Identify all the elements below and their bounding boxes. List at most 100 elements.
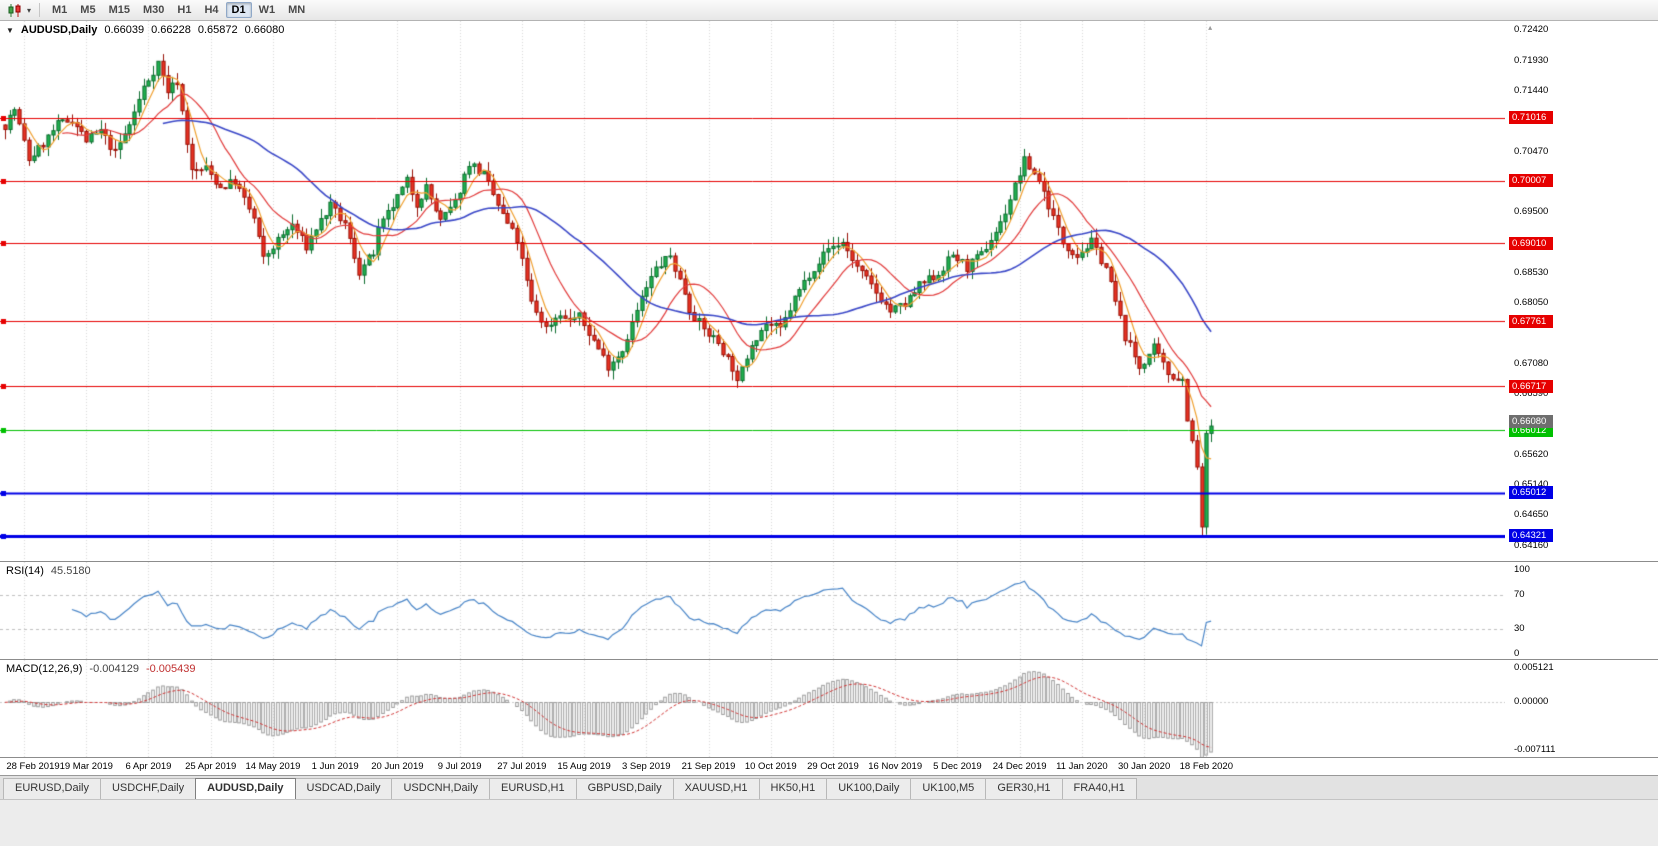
price-axis-tick: 0.71440 bbox=[1514, 85, 1549, 97]
macd-axis-tick: -0.007111 bbox=[1514, 744, 1556, 755]
date-axis-label: 24 Dec 2019 bbox=[992, 761, 1047, 772]
current-price-badge: 0.66080 bbox=[1509, 414, 1553, 428]
chart-symbol-label: AUDUSD,Daily bbox=[20, 24, 98, 36]
date-axis-label: 18 Feb 2020 bbox=[1179, 761, 1233, 772]
chart-header: ▼ AUDUSD,Daily 0.66039 0.66228 0.65872 0… bbox=[6, 24, 284, 36]
date-axis-label: 20 Jun 2019 bbox=[371, 761, 424, 772]
date-axis-label: 16 Nov 2019 bbox=[868, 761, 923, 772]
price-axis-tick: 0.69500 bbox=[1514, 206, 1549, 218]
timeframe-m30[interactable]: M30 bbox=[142, 4, 165, 16]
timeframe-m5[interactable]: M5 bbox=[80, 4, 96, 16]
tab-audusd-daily[interactable]: AUDUSD,Daily bbox=[195, 778, 296, 799]
date-axis-label: 29 Oct 2019 bbox=[807, 761, 859, 772]
hline-price-badge: 0.69010 bbox=[1509, 236, 1553, 250]
price-axis-tick: 0.70470 bbox=[1514, 145, 1549, 157]
macd-axis-tick: 0.005121 bbox=[1514, 662, 1554, 673]
hline-price-badge: 0.66717 bbox=[1509, 379, 1553, 393]
tab-usdcnh-daily[interactable]: USDCNH,Daily bbox=[391, 778, 491, 799]
rsi-name: RSI(14) bbox=[6, 565, 44, 577]
date-axis-label: 14 May 2019 bbox=[245, 761, 301, 772]
timeframe-buttons-group: M1 M5 M15 M30 H1 H4 D1 W1 MN bbox=[46, 2, 311, 18]
price-axis-tick: 0.72420 bbox=[1514, 24, 1549, 35]
date-axis-label: 6 Apr 2019 bbox=[125, 761, 172, 772]
price-axis-tick: 0.71930 bbox=[1514, 54, 1549, 66]
timeframe-mn[interactable]: MN bbox=[288, 4, 306, 16]
macd-main-value: -0.004129 bbox=[89, 663, 139, 675]
ohlc-open-value: 0.66039 bbox=[104, 24, 145, 36]
macd-name: MACD(12,26,9) bbox=[6, 663, 83, 675]
hline-price-badge: 0.67761 bbox=[1509, 314, 1553, 328]
rsi-label: RSI(14) 45.5180 bbox=[6, 565, 91, 577]
tab-usdchf-daily[interactable]: USDCHF,Daily bbox=[99, 778, 197, 799]
timeframe-w1[interactable]: W1 bbox=[258, 4, 276, 16]
price-chart-panel: ▼ AUDUSD,Daily 0.66039 0.66228 0.65872 0… bbox=[0, 21, 1658, 562]
date-axis-label: 15 Aug 2019 bbox=[557, 761, 611, 772]
price-axis-tick: 0.65140 bbox=[1514, 478, 1549, 490]
tab-ger30-h1[interactable]: GER30,H1 bbox=[985, 778, 1063, 799]
tab-eurusd-h1[interactable]: EURUSD,H1 bbox=[489, 778, 577, 799]
timeframe-m1[interactable]: M1 bbox=[52, 4, 68, 16]
date-axis-label: 28 Feb 2019 bbox=[6, 761, 60, 772]
rsi-indicator-panel: RSI(14) 45.5180 100 70 30 0 bbox=[0, 562, 1658, 660]
hline-price-badge: 0.65012 bbox=[1509, 486, 1553, 500]
timeframe-d1[interactable]: D1 bbox=[225, 2, 252, 18]
date-axis-label: 10 Oct 2019 bbox=[744, 761, 797, 772]
macd-axis-tick: 0.00000 bbox=[1514, 696, 1549, 708]
rsi-axis-tick: 100 bbox=[1514, 564, 1530, 575]
date-axis-label: 1 Jun 2019 bbox=[311, 761, 359, 772]
chart-type-dropdown-caret-icon[interactable]: ▾ bbox=[27, 5, 32, 15]
macd-signal-value: -0.005439 bbox=[145, 663, 196, 675]
date-axis-label: 3 Sep 2019 bbox=[621, 761, 671, 772]
timeframe-h4[interactable]: H4 bbox=[204, 4, 219, 16]
timeframe-h1[interactable]: H1 bbox=[177, 4, 192, 16]
price-axis-tick: 0.68050 bbox=[1514, 296, 1549, 308]
status-strip bbox=[0, 799, 1658, 846]
candlestick-chart-icon[interactable] bbox=[4, 2, 26, 19]
price-axis-tick: 0.65620 bbox=[1514, 448, 1549, 460]
rsi-value: 45.5180 bbox=[50, 565, 91, 577]
tab-fra40-h1[interactable]: FRA40,H1 bbox=[1061, 778, 1137, 799]
ohlc-close-value: 0.66080 bbox=[244, 24, 285, 36]
date-axis-label: 11 Jan 2020 bbox=[1056, 761, 1108, 772]
price-axis-tick: 0.64650 bbox=[1514, 509, 1549, 521]
chart-shift-marker-icon[interactable]: ▴ bbox=[1208, 23, 1213, 32]
date-axis-label: 25 Apr 2019 bbox=[185, 761, 237, 772]
rsi-axis-tick: 0 bbox=[1514, 648, 1520, 659]
toolbar-separator bbox=[39, 3, 41, 17]
macd-canvas[interactable] bbox=[0, 660, 1505, 757]
rsi-canvas[interactable] bbox=[0, 562, 1505, 659]
tab-gbpusd-daily[interactable]: GBPUSD,Daily bbox=[575, 778, 674, 799]
date-axis-label: 30 Jan 2020 bbox=[1117, 761, 1171, 772]
tab-eurusd-daily[interactable]: EURUSD,Daily bbox=[3, 778, 101, 799]
date-axis-label: 5 Dec 2019 bbox=[933, 761, 982, 772]
price-axis-tick: 0.68530 bbox=[1514, 267, 1549, 278]
date-axis-label: 27 Jul 2019 bbox=[497, 761, 547, 772]
tab-uk100-daily[interactable]: UK100,Daily bbox=[826, 778, 912, 799]
date-axis-label: 19 Mar 2019 bbox=[59, 761, 113, 772]
macd-indicator-panel: MACD(12,26,9) -0.004129 -0.005439 0.0051… bbox=[0, 660, 1658, 758]
timeframe-toolbar: ▾ M1 M5 M15 M30 H1 H4 D1 W1 MN bbox=[0, 0, 1658, 21]
tab-xauusd-h1[interactable]: XAUUSD,H1 bbox=[672, 778, 760, 799]
date-axis: 28 Feb 2019 19 Mar 2019 6 Apr 2019 25 Apr 2… bbox=[0, 758, 1658, 775]
price-axis-tick: 0.66590 bbox=[1514, 388, 1549, 400]
date-axis-label: 21 Sep 2019 bbox=[681, 761, 736, 772]
rsi-axis-tick: 30 bbox=[1514, 622, 1525, 634]
ohlc-low-value: 0.65872 bbox=[197, 24, 238, 36]
rsi-axis-tick: 70 bbox=[1514, 589, 1525, 601]
hline-price-badge: 0.64321 bbox=[1509, 529, 1553, 543]
price-axis-tick: 0.64160 bbox=[1514, 540, 1549, 551]
price-axis-tick: 0.67080 bbox=[1514, 357, 1549, 369]
main-chart-canvas[interactable] bbox=[0, 21, 1505, 561]
macd-label: MACD(12,26,9) -0.004129 -0.005439 bbox=[6, 663, 196, 675]
tab-hk50-h1[interactable]: HK50,H1 bbox=[758, 778, 828, 799]
timeframe-m15[interactable]: M15 bbox=[108, 4, 130, 16]
ohlc-high-value: 0.66228 bbox=[151, 24, 191, 36]
tab-uk100-m5[interactable]: UK100,M5 bbox=[910, 778, 987, 799]
hline-price-badge: 0.70007 bbox=[1509, 174, 1553, 188]
chart-collapse-icon[interactable]: ▼ bbox=[6, 25, 14, 35]
chart-tabs-bar: EURUSD,Daily USDCHF,Daily AUDUSD,Daily USDC… bbox=[0, 775, 1658, 799]
hline-price-badge: 0.71016 bbox=[1509, 111, 1553, 125]
date-axis-label: 9 Jul 2019 bbox=[437, 761, 482, 772]
tab-usdcad-daily[interactable]: USDCAD,Daily bbox=[294, 778, 393, 799]
